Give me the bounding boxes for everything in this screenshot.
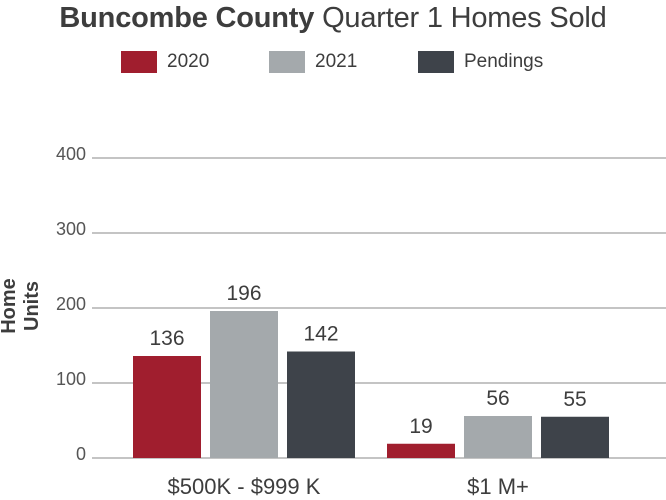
legend-swatch-2020 bbox=[121, 51, 157, 73]
chart-title-bold: Buncombe County bbox=[59, 2, 315, 34]
y-tick-label-200: 200 bbox=[56, 294, 86, 314]
legend-label-2021: 2021 bbox=[315, 51, 358, 72]
bar-2020-1 bbox=[387, 443, 455, 458]
y-tick-label-300: 300 bbox=[56, 219, 86, 239]
data-label-2021-0: 196 bbox=[226, 282, 261, 305]
legend-swatch-2021 bbox=[269, 51, 305, 73]
data-label-pendings-0: 142 bbox=[303, 323, 338, 346]
y-tick-label-0: 0 bbox=[76, 444, 86, 464]
chart-title-rest: Quarter 1 Homes Sold bbox=[322, 2, 607, 34]
legend-item-2021: 2021 bbox=[269, 50, 357, 74]
bar-2021-0 bbox=[210, 311, 278, 458]
data-label-pendings-1: 55 bbox=[563, 388, 586, 411]
bar-2020-0 bbox=[133, 356, 201, 458]
x-category-label-0: $500K - $999 K bbox=[168, 474, 321, 499]
data-label-2020-1: 19 bbox=[409, 415, 432, 438]
bar-2021-1 bbox=[464, 416, 532, 458]
x-category-label-1: $1 M+ bbox=[467, 474, 529, 499]
bar-pendings-0 bbox=[287, 351, 355, 458]
y-tick-label-400: 400 bbox=[56, 144, 86, 164]
bar-pendings-1 bbox=[541, 416, 609, 458]
y-tick-label-100: 100 bbox=[56, 369, 86, 389]
data-label-2021-1: 56 bbox=[486, 387, 509, 410]
legend-label-pendings: Pendings bbox=[464, 51, 544, 72]
chart-title: Buncombe County Quarter 1 Homes Sold bbox=[0, 0, 666, 36]
legend-item-pendings: Pendings bbox=[418, 50, 543, 74]
legend-item-2020: 2020 bbox=[121, 50, 209, 74]
legend-swatch-pendings bbox=[418, 51, 454, 73]
data-label-2020-0: 136 bbox=[149, 327, 184, 350]
legend-label-2020: 2020 bbox=[167, 51, 210, 72]
